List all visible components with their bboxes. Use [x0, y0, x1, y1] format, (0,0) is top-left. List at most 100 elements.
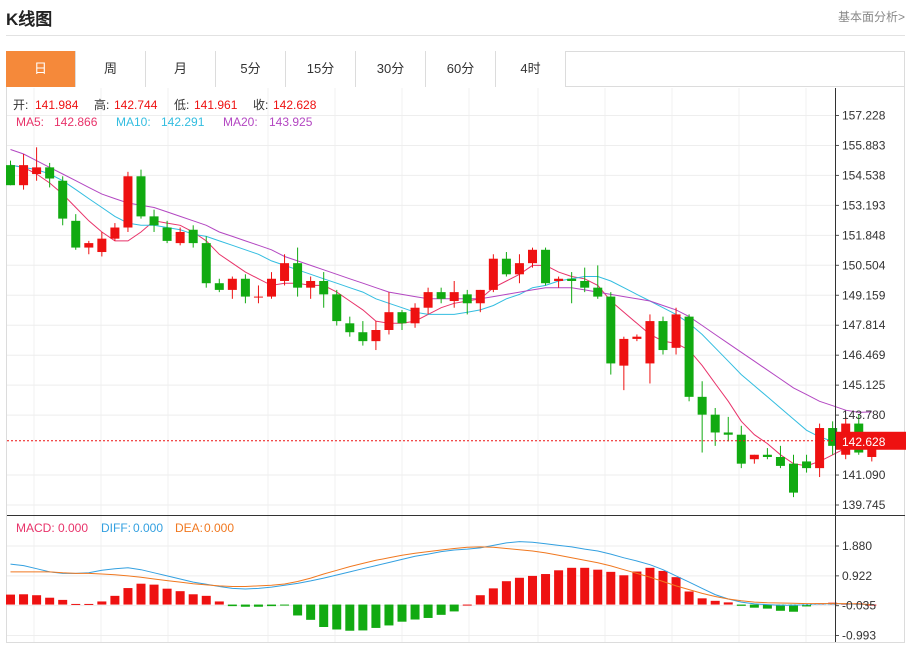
candle-up: [110, 227, 120, 239]
price-tick-label: 143.780: [842, 408, 886, 422]
low-value: 141.961: [194, 98, 238, 112]
macd-tick-label: 1.880: [842, 539, 872, 553]
macd-bar-positive: [188, 594, 198, 605]
macd-bar-positive: [214, 601, 224, 605]
macd-bar-positive: [97, 601, 107, 605]
macd-bar-negative: [384, 604, 394, 626]
candle-up: [227, 278, 237, 290]
macd-bar-positive: [475, 595, 485, 605]
candle-down: [580, 280, 590, 288]
macd-bar-positive: [580, 567, 590, 605]
ma10-value: 142.291: [161, 115, 205, 129]
candle-up: [19, 165, 29, 186]
candle-up: [97, 238, 107, 253]
candle-down: [541, 249, 551, 284]
price-tick-label: 149.159: [842, 288, 886, 302]
ma20-value: 143.925: [269, 115, 313, 129]
macd-bar-positive: [110, 595, 120, 605]
macd-bar-negative: [436, 604, 446, 615]
low-label: 低:: [174, 98, 189, 112]
macd-bar-positive: [528, 575, 537, 605]
tab-60min[interactable]: 60分: [426, 51, 496, 87]
tab-15min[interactable]: 15分: [286, 51, 356, 87]
macd-bar-positive: [554, 570, 564, 605]
open-value: 141.984: [35, 98, 79, 112]
macd-bar-positive: [32, 595, 42, 605]
macd-bar-negative: [306, 604, 316, 620]
page-title: K线图: [6, 10, 53, 29]
price-tick-label: 150.504: [842, 258, 886, 272]
tab-4hour[interactable]: 4时: [496, 51, 566, 87]
close-value: 142.628: [273, 98, 317, 112]
macd-bar-positive: [201, 595, 211, 605]
candle-down: [775, 456, 785, 466]
macd-bar-positive: [123, 588, 133, 605]
candle-up: [619, 338, 629, 366]
candle-down: [723, 432, 733, 435]
dea-value: 0.000: [204, 521, 234, 535]
candle-down: [789, 463, 798, 493]
candle-up: [514, 263, 524, 275]
ma20-label: MA20:: [223, 115, 258, 129]
macd-bar-positive: [6, 594, 15, 605]
macd-bar-negative: [319, 604, 329, 627]
macd-bar-positive: [58, 599, 68, 605]
macd-bar-positive: [19, 594, 29, 605]
macd-bar-positive: [619, 575, 629, 605]
candle-up: [475, 289, 485, 304]
last-price-tag-label: 142.628: [842, 435, 886, 449]
candle-up: [32, 167, 42, 175]
candle-up: [423, 292, 433, 308]
candle-down: [567, 278, 577, 281]
open-label: 开:: [13, 98, 28, 112]
macd-bar-negative: [789, 604, 798, 612]
tab-week[interactable]: 周: [76, 51, 146, 87]
candle-down: [658, 321, 668, 351]
timeframe-tabs: 日 周 月 5分 15分 30分 60分 4时: [6, 51, 905, 87]
candle-up: [384, 312, 394, 331]
tab-month[interactable]: 月: [146, 51, 216, 87]
candle-down: [593, 287, 603, 297]
macd-bar-positive: [488, 588, 498, 605]
macd-bar-positive: [501, 581, 511, 605]
candle-up: [749, 454, 759, 460]
candle-down: [6, 165, 15, 186]
fundamental-analysis-link[interactable]: 基本面分析>: [837, 10, 905, 24]
macd-bar-negative: [358, 604, 368, 631]
candle-up: [280, 263, 290, 281]
candle-down: [332, 294, 342, 322]
macd-bar-positive: [541, 574, 551, 605]
candle-down: [319, 280, 329, 295]
candle-up: [671, 314, 681, 348]
tab-5min[interactable]: 5分: [216, 51, 286, 87]
high-label: 高:: [94, 97, 109, 112]
candle-down: [802, 461, 812, 469]
price-tick-label: 157.228: [842, 109, 886, 123]
candle-up: [488, 258, 498, 290]
macd-bar-negative: [749, 604, 759, 608]
macd-bar-positive: [149, 584, 159, 605]
candle-down: [762, 454, 772, 457]
macd-bar-negative: [775, 604, 785, 611]
price-tick-label: 154.538: [842, 168, 886, 182]
candle-up: [267, 278, 276, 297]
candle-down: [697, 396, 707, 415]
candle-down: [345, 323, 355, 333]
macd-bar-negative: [762, 604, 772, 609]
macd-bar-negative: [397, 604, 407, 622]
price-tick-label: 151.848: [842, 228, 886, 242]
price-tick-label: 153.193: [842, 198, 886, 212]
candle-up: [632, 336, 642, 339]
tab-day[interactable]: 日: [6, 51, 76, 87]
candle-down: [397, 312, 407, 324]
tab-30min[interactable]: 30分: [356, 51, 426, 87]
macd-bar-positive: [593, 569, 603, 605]
macd-bar-positive: [710, 600, 720, 605]
price-tick-label: 139.745: [842, 498, 886, 512]
macd-bar-negative: [267, 604, 276, 607]
candle-up: [645, 321, 655, 364]
macd-bar-negative: [253, 604, 263, 607]
macd-tick-label: 0.922: [842, 569, 872, 583]
macd-bar-positive: [567, 567, 577, 605]
macd-bar-negative: [240, 604, 250, 607]
